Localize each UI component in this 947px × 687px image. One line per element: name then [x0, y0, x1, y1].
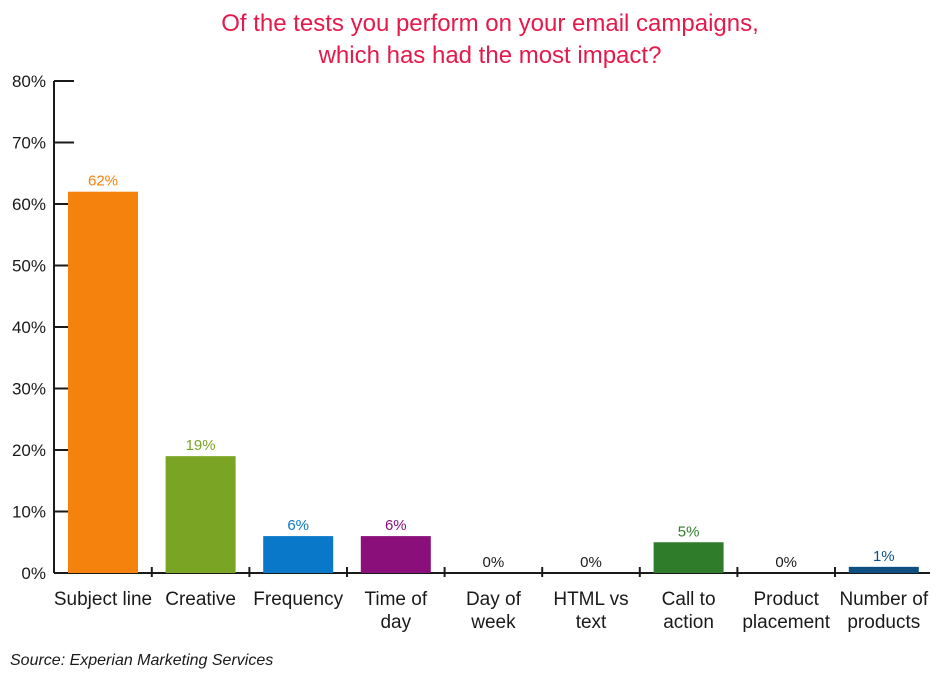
category-label: products [847, 612, 920, 633]
category-label: week [470, 612, 516, 633]
category-label: Creative [165, 589, 236, 610]
category-label: day [380, 612, 411, 633]
category-label: action [663, 612, 714, 633]
bar [263, 536, 334, 573]
y-tick-label: 20% [12, 441, 46, 460]
value-label: 62% [88, 173, 118, 190]
bar [653, 542, 724, 573]
category-label: Product [753, 589, 819, 610]
category-label: Time of [364, 589, 427, 610]
category-label: Number of [839, 589, 928, 610]
y-tick-label: 30% [12, 380, 46, 399]
category-label: text [576, 612, 607, 633]
y-tick-label: 0% [21, 564, 46, 583]
value-label: 1% [873, 548, 895, 565]
y-tick-label: 40% [12, 318, 46, 337]
y-tick-label: 70% [12, 134, 46, 153]
category-label: Call to [662, 589, 716, 610]
chart-title: Of the tests you perform on your email c… [0, 8, 947, 72]
y-tick-label: 50% [12, 257, 46, 276]
value-label: 0% [775, 554, 797, 571]
category-label: Subject line [54, 589, 152, 610]
bar [68, 191, 138, 573]
y-tick-label: 10% [12, 503, 46, 522]
category-label: Frequency [253, 589, 343, 610]
bar [848, 566, 919, 573]
value-label: 0% [580, 554, 602, 571]
y-tick-label: 80% [12, 72, 46, 91]
bar [360, 536, 431, 573]
y-tick-label: 60% [12, 195, 46, 214]
bar [165, 456, 236, 573]
chart-title-line: Of the tests you perform on your email c… [221, 10, 759, 37]
value-label: 0% [483, 554, 505, 571]
value-label: 19% [186, 437, 216, 454]
source-note: Source: Experian Marketing Services [10, 652, 274, 669]
value-label: 6% [287, 517, 309, 534]
value-label: 5% [678, 523, 700, 540]
category-label: Day of [466, 589, 522, 610]
value-label: 6% [385, 517, 407, 534]
chart-title-line: which has had the most impact? [318, 42, 662, 69]
category-label: placement [742, 612, 830, 633]
category-label: HTML vs [553, 589, 628, 610]
